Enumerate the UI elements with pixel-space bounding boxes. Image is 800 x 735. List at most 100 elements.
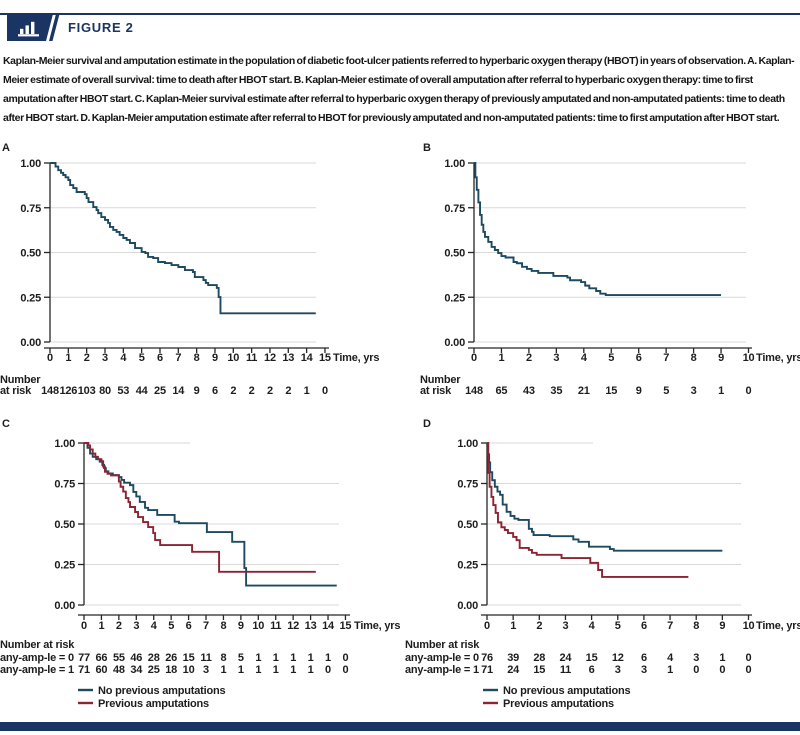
at-risk-value: 21	[578, 385, 590, 397]
legend-label: No previous amputations	[503, 685, 630, 697]
x-axis: 0 1 2 3 4 5 6 7 8 9 10 Time, yrs	[481, 614, 800, 632]
gridlines	[84, 442, 339, 606]
at-risk-value: 0	[746, 385, 752, 397]
y-axis: 0.00 0.25 0.50 0.75 1.00	[54, 438, 85, 612]
at-risk-row-label: any-amp-le = 0	[0, 652, 74, 664]
at-risk-value: 1	[273, 664, 279, 676]
at-risk-value: 71	[78, 664, 90, 676]
at-risk-value: 15	[605, 385, 617, 397]
at-risk-value: 14	[172, 385, 185, 397]
y-tick-label: 0.00	[444, 337, 465, 349]
at-risk-value: 3	[615, 664, 621, 676]
x-tick-label: 2	[526, 352, 532, 364]
at-risk-value: 1	[308, 652, 314, 664]
at-risk-value: 1	[255, 652, 261, 664]
at-risk-value: 65	[496, 385, 508, 397]
x-tick-label: 11	[270, 620, 281, 632]
x-tick-label: 10	[252, 620, 264, 632]
at-risk-value: 25	[154, 385, 166, 397]
km-curve	[474, 162, 722, 297]
y-tick-label: 0.25	[20, 292, 41, 304]
panel-letter: B	[423, 142, 431, 154]
at-risk-value: 15	[533, 664, 545, 676]
x-tick-label: 3	[553, 352, 559, 364]
at-risk-value: 1	[718, 385, 724, 397]
banner-shape	[7, 14, 53, 41]
gridlines	[487, 442, 741, 606]
x-tick-label: 1	[65, 352, 71, 364]
at-risk-value: 0	[325, 664, 331, 676]
x-tick-label: 6	[157, 352, 163, 364]
x-tick-label: 4	[581, 352, 588, 364]
at-risk-value: 0	[746, 652, 752, 664]
x-tick-label: 7	[203, 620, 209, 632]
at-risk-value: 1	[273, 652, 279, 664]
x-tick-label: 5	[139, 352, 145, 364]
x-axis: 0 1 2 3 4 5 6 7 8 9 10 11 12 13 14 15 Time, yrs	[78, 614, 401, 632]
gridlines	[474, 162, 746, 343]
x-tick-label: 6	[186, 620, 192, 632]
x-tick-label: 15	[319, 352, 331, 364]
at-risk-value: 1	[220, 664, 226, 676]
x-tick-label: 5	[615, 620, 621, 632]
x-tick-label: 10	[227, 352, 239, 364]
x-tick-label: 10	[743, 352, 755, 364]
legend-label: No previous amputations	[98, 685, 225, 697]
y-tick-label: 1.00	[20, 158, 41, 170]
at-risk-value: 76	[481, 652, 493, 664]
at-risk-value: 148	[465, 385, 483, 397]
at-risk-value: 126	[59, 385, 77, 397]
gridlines	[50, 162, 316, 343]
km-curve	[487, 442, 689, 578]
x-tick-label: 2	[536, 620, 542, 632]
x-axis-title: Time, yrs	[756, 352, 800, 364]
x-tick-label: 1	[498, 352, 504, 364]
x-tick-label: 2	[116, 620, 122, 632]
x-tick-label: 12	[264, 352, 276, 364]
at-risk-value: 6	[212, 385, 218, 397]
at-risk-value: 80	[99, 385, 111, 397]
at-risk-value: 24	[560, 652, 573, 664]
x-tick-label: 11	[246, 352, 257, 364]
at-risk-value: 1	[304, 385, 310, 397]
y-tick-label: 0.75	[457, 479, 478, 491]
banner-accent-stripe	[49, 14, 60, 41]
at-risk-value: 12	[612, 652, 624, 664]
y-tick-label: 0.75	[444, 203, 465, 215]
x-tick-label: 15	[340, 620, 352, 632]
x-tick-label: 8	[194, 352, 200, 364]
at-risk-value: 15	[586, 652, 598, 664]
at-risk-value: 0	[719, 664, 725, 676]
at-risk-value: 2	[230, 385, 236, 397]
at-risk-value: 3	[691, 385, 697, 397]
at-risk-value: 2	[249, 385, 255, 397]
x-tick-label: 9	[238, 620, 244, 632]
at-risk-value: 148	[41, 385, 59, 397]
at-risk-value: 28	[533, 652, 545, 664]
at-risk-value: 55	[113, 652, 125, 664]
x-tick-label: 4	[120, 352, 127, 364]
at-risk-value: 6	[589, 664, 595, 676]
panel-letter: C	[2, 418, 10, 430]
x-tick-label: 3	[102, 352, 108, 364]
y-axis: 0.00 0.25 0.50 0.75 1.00	[20, 158, 51, 349]
at-risk-value: 1	[719, 652, 725, 664]
at-risk-value: 0	[693, 664, 699, 676]
x-tick-label: 4	[589, 620, 596, 632]
y-tick-label: 0.75	[54, 479, 75, 491]
x-tick-label: 0	[81, 620, 87, 632]
at-risk-value: 0	[746, 664, 752, 676]
km-curve	[84, 442, 316, 573]
x-tick-label: 6	[641, 620, 647, 632]
y-tick-label: 0.50	[457, 519, 478, 531]
at-risk-value: 6	[641, 652, 647, 664]
x-tick-label: 9	[718, 352, 724, 364]
at-risk-value: 18	[165, 664, 177, 676]
x-tick-label: 14	[301, 352, 314, 364]
x-tick-label: 7	[175, 352, 181, 364]
x-tick-label: 0	[47, 352, 53, 364]
at-risk-value: 26	[165, 652, 177, 664]
